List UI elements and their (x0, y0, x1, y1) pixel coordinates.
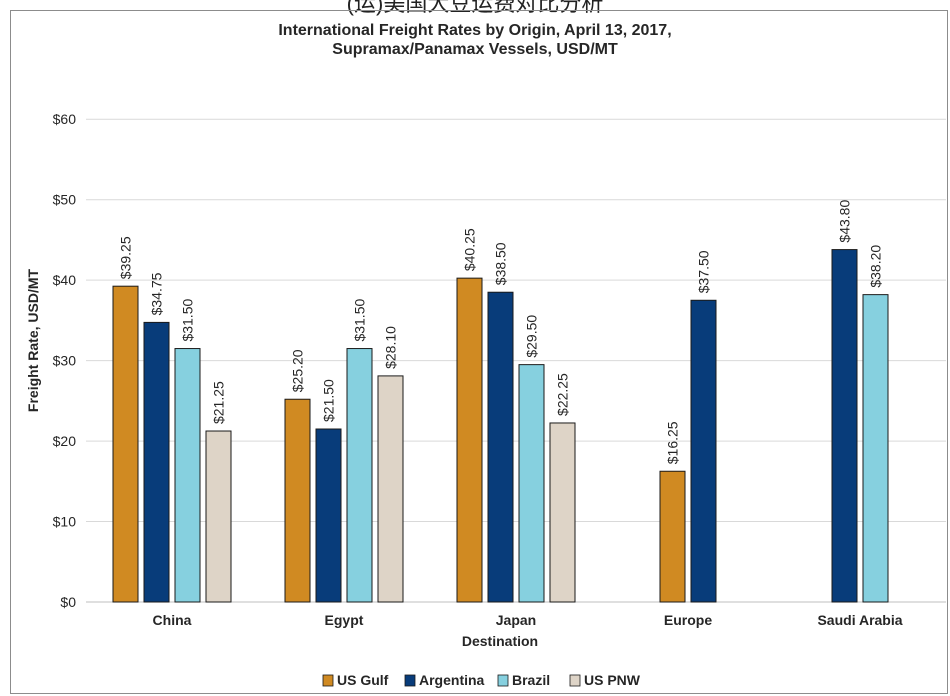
bar (315, 428, 342, 603)
y-tick-label: $60 (53, 111, 77, 127)
x-tick-label: Europe (664, 612, 712, 628)
x-tick-label: Saudi Arabia (817, 612, 902, 628)
y-tick-label: $50 (53, 192, 77, 208)
data-label: $21.50 (321, 379, 337, 422)
bar (174, 348, 201, 603)
y-tick-label: $40 (53, 272, 77, 288)
bar (659, 470, 686, 603)
y-axis-title: Freight Rate, USD/MT (25, 268, 41, 412)
bar (346, 348, 373, 603)
bar (205, 430, 232, 603)
data-label: $39.25 (118, 236, 134, 279)
x-tick-label: Egypt (325, 612, 364, 628)
bar (549, 422, 576, 603)
bar (284, 398, 311, 603)
y-tick-label: $30 (53, 353, 77, 369)
x-tick-label: China (153, 612, 192, 628)
bar (831, 249, 858, 603)
legend-label: Argentina (419, 672, 485, 688)
bar (377, 375, 404, 603)
bar (143, 321, 170, 603)
legend-swatch (404, 674, 416, 687)
legend-label: Brazil (512, 672, 550, 688)
bar (690, 299, 717, 603)
bar (518, 364, 545, 603)
x-axis-title: Destination (462, 633, 538, 649)
data-label: $29.50 (524, 315, 540, 358)
y-tick-label: $10 (53, 514, 77, 530)
data-label: $40.25 (462, 228, 478, 271)
data-label: $38.50 (493, 242, 509, 285)
y-tick-label: $20 (53, 433, 77, 449)
bar (456, 277, 483, 603)
data-label: $37.50 (696, 250, 712, 293)
data-label: $25.20 (290, 349, 306, 392)
data-label: $34.75 (149, 272, 165, 315)
y-tick-label: $0 (60, 594, 76, 610)
legend-swatch (497, 674, 509, 687)
data-label: $21.25 (211, 381, 227, 424)
data-label: $43.80 (837, 200, 853, 243)
bar (487, 291, 514, 603)
data-label: $22.25 (555, 373, 571, 416)
legend-label: US Gulf (337, 672, 389, 688)
data-label: $31.50 (352, 299, 368, 342)
bar (862, 294, 889, 603)
legend-swatch (322, 674, 334, 687)
x-tick-label: Japan (496, 612, 536, 628)
chart-title: International Freight Rates by Origin, A… (278, 22, 672, 39)
legend-swatch (569, 674, 581, 687)
data-label: $28.10 (383, 326, 399, 369)
chart-subtitle: Supramax/Panamax Vessels, USD/MT (332, 41, 618, 58)
header-caption: (运)美国大豆运费对比分析 (346, 0, 604, 16)
data-label: $31.50 (180, 299, 196, 342)
legend-label: US PNW (584, 672, 641, 688)
bar (112, 285, 139, 603)
data-label: $38.20 (868, 245, 884, 288)
chart-frame (10, 10, 948, 694)
data-label: $16.25 (665, 421, 681, 464)
